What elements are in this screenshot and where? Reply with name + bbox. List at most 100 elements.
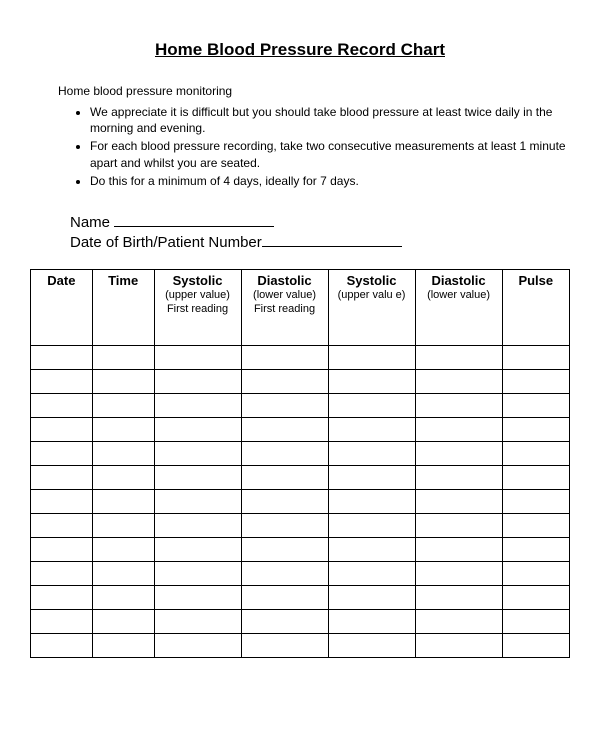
table-cell[interactable] <box>92 609 154 633</box>
table-cell[interactable] <box>154 633 241 657</box>
table-cell[interactable] <box>502 609 569 633</box>
table-cell[interactable] <box>328 393 415 417</box>
table-cell[interactable] <box>415 585 502 609</box>
table-cell[interactable] <box>154 441 241 465</box>
table-cell[interactable] <box>92 393 154 417</box>
table-cell[interactable] <box>415 441 502 465</box>
table-cell[interactable] <box>415 393 502 417</box>
table-header-row: Date Time Systolic(upper value) First re… <box>31 269 570 345</box>
table-cell[interactable] <box>328 441 415 465</box>
table-cell[interactable] <box>31 561 93 585</box>
col-pulse: Pulse <box>502 269 569 345</box>
table-cell[interactable] <box>415 465 502 489</box>
table-cell[interactable] <box>241 393 328 417</box>
table-cell[interactable] <box>328 513 415 537</box>
table-cell[interactable] <box>328 489 415 513</box>
table-cell[interactable] <box>502 441 569 465</box>
table-cell[interactable] <box>31 441 93 465</box>
table-cell[interactable] <box>92 489 154 513</box>
table-cell[interactable] <box>502 417 569 441</box>
table-cell[interactable] <box>154 585 241 609</box>
table-cell[interactable] <box>415 609 502 633</box>
table-cell[interactable] <box>241 465 328 489</box>
table-cell[interactable] <box>415 513 502 537</box>
table-cell[interactable] <box>241 561 328 585</box>
table-cell[interactable] <box>328 369 415 393</box>
table-cell[interactable] <box>154 417 241 441</box>
table-cell[interactable] <box>241 345 328 369</box>
table-cell[interactable] <box>241 633 328 657</box>
table-cell[interactable] <box>502 633 569 657</box>
table-cell[interactable] <box>415 345 502 369</box>
table-cell[interactable] <box>502 561 569 585</box>
table-cell[interactable] <box>31 489 93 513</box>
table-row <box>31 633 570 657</box>
table-cell[interactable] <box>92 345 154 369</box>
dob-label: Date of Birth/Patient Number <box>70 234 262 251</box>
table-cell[interactable] <box>415 633 502 657</box>
table-cell[interactable] <box>502 537 569 561</box>
table-cell[interactable] <box>31 513 93 537</box>
table-cell[interactable] <box>154 609 241 633</box>
table-cell[interactable] <box>328 465 415 489</box>
table-cell[interactable] <box>328 345 415 369</box>
table-cell[interactable] <box>154 537 241 561</box>
table-cell[interactable] <box>241 369 328 393</box>
table-cell[interactable] <box>92 465 154 489</box>
table-cell[interactable] <box>31 633 93 657</box>
table-cell[interactable] <box>154 393 241 417</box>
table-cell[interactable] <box>92 537 154 561</box>
table-cell[interactable] <box>502 513 569 537</box>
table-cell[interactable] <box>415 417 502 441</box>
table-cell[interactable] <box>415 369 502 393</box>
table-cell[interactable] <box>92 417 154 441</box>
table-cell[interactable] <box>328 561 415 585</box>
table-cell[interactable] <box>31 417 93 441</box>
table-cell[interactable] <box>241 585 328 609</box>
table-cell[interactable] <box>92 369 154 393</box>
table-cell[interactable] <box>415 561 502 585</box>
table-cell[interactable] <box>502 489 569 513</box>
table-cell[interactable] <box>31 465 93 489</box>
col-diastolic-2: Diastolic(lower value) <box>415 269 502 345</box>
table-cell[interactable] <box>92 633 154 657</box>
table-cell[interactable] <box>31 585 93 609</box>
table-cell[interactable] <box>92 561 154 585</box>
table-cell[interactable] <box>241 441 328 465</box>
table-cell[interactable] <box>92 513 154 537</box>
table-cell[interactable] <box>154 465 241 489</box>
table-cell[interactable] <box>415 537 502 561</box>
table-cell[interactable] <box>328 537 415 561</box>
table-cell[interactable] <box>241 417 328 441</box>
table-cell[interactable] <box>31 345 93 369</box>
table-cell[interactable] <box>154 513 241 537</box>
table-cell[interactable] <box>502 345 569 369</box>
table-cell[interactable] <box>328 609 415 633</box>
table-cell[interactable] <box>154 345 241 369</box>
table-cell[interactable] <box>31 609 93 633</box>
table-cell[interactable] <box>502 369 569 393</box>
table-cell[interactable] <box>241 513 328 537</box>
name-input-line[interactable] <box>114 213 274 227</box>
table-cell[interactable] <box>154 489 241 513</box>
table-cell[interactable] <box>241 537 328 561</box>
table-cell[interactable] <box>415 489 502 513</box>
table-cell[interactable] <box>31 537 93 561</box>
table-cell[interactable] <box>328 633 415 657</box>
table-cell[interactable] <box>502 465 569 489</box>
table-cell[interactable] <box>154 369 241 393</box>
table-row <box>31 417 570 441</box>
dob-input-line[interactable] <box>262 233 402 247</box>
table-cell[interactable] <box>328 585 415 609</box>
table-cell[interactable] <box>31 369 93 393</box>
table-row <box>31 609 570 633</box>
table-cell[interactable] <box>92 441 154 465</box>
table-cell[interactable] <box>328 417 415 441</box>
table-cell[interactable] <box>92 585 154 609</box>
table-cell[interactable] <box>241 609 328 633</box>
table-cell[interactable] <box>241 489 328 513</box>
table-cell[interactable] <box>502 585 569 609</box>
table-cell[interactable] <box>502 393 569 417</box>
table-cell[interactable] <box>31 393 93 417</box>
table-cell[interactable] <box>154 561 241 585</box>
